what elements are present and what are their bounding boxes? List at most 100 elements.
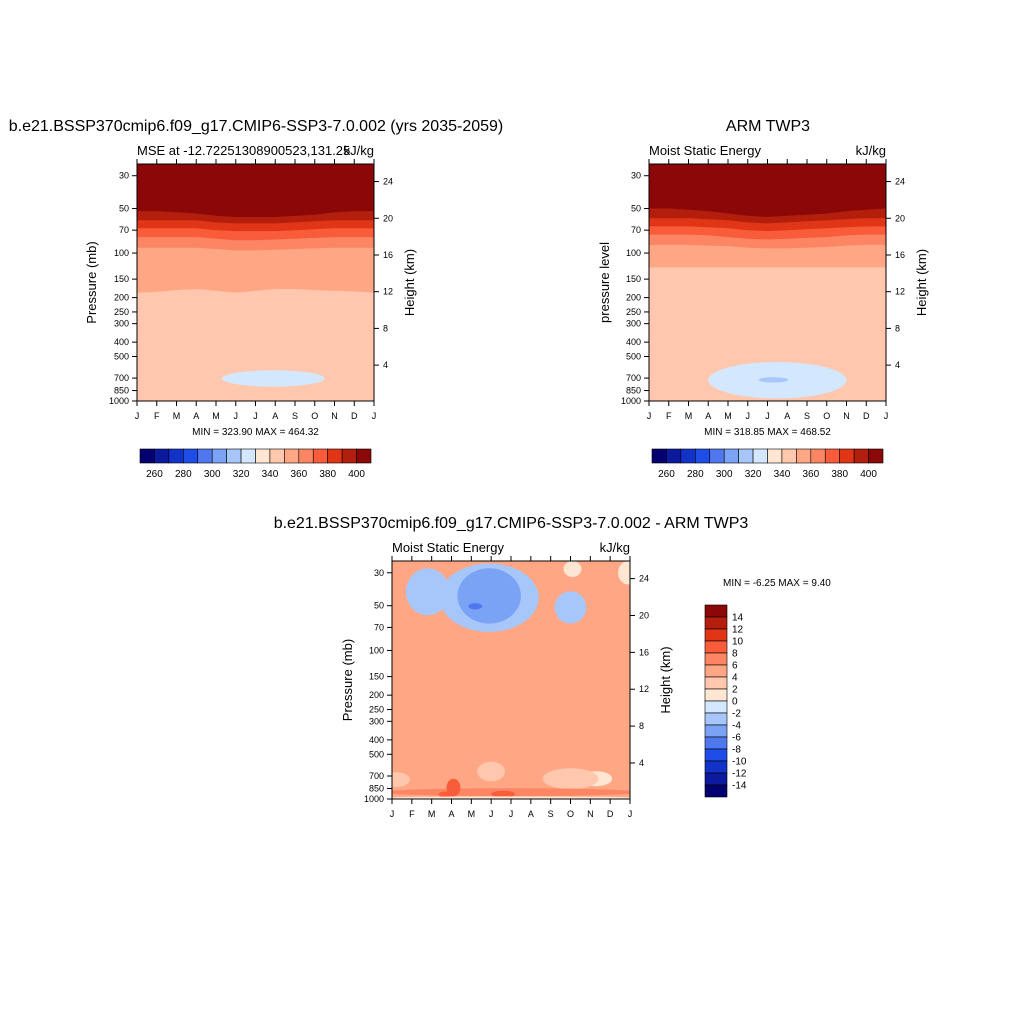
contour-region-4 — [542, 768, 599, 790]
colorbar: 260 280 300 320 340 360 380 400 — [139, 448, 372, 480]
height-tick-label: 20 — [895, 213, 905, 223]
colorbar-box — [704, 676, 728, 690]
y-tick-label: 1000 — [621, 396, 641, 406]
colorbar-box — [183, 448, 199, 464]
contour-field — [137, 164, 374, 401]
chart-subtitle: MSE at -12.72251308900523,131.25 — [137, 143, 350, 158]
height-tick-label: 24 — [895, 177, 905, 187]
colorbar-box — [269, 448, 285, 464]
x-tick-label: J — [253, 411, 258, 421]
colorbar-box — [154, 448, 170, 464]
y-tick-label: 250 — [114, 307, 129, 317]
x-tick-label: J — [390, 809, 395, 819]
contour-region-4 — [477, 761, 506, 782]
contour-region-350 — [137, 388, 161, 399]
y-tick-label: 30 — [119, 171, 129, 181]
y-tick-label: 500 — [626, 351, 641, 361]
colorbar-box — [704, 712, 728, 726]
colorbar-box — [284, 448, 300, 464]
contour-region-350 — [350, 388, 374, 399]
contour-region--2 — [554, 591, 587, 624]
colorbar-box — [704, 748, 728, 762]
colorbar-box — [704, 688, 728, 702]
colorbar-tick-label: 4 — [732, 673, 738, 684]
x-tick-label: J — [884, 411, 889, 421]
contour-region-4 — [392, 772, 410, 787]
x-tick-label: A — [528, 809, 534, 819]
colorbar-box — [752, 448, 768, 464]
contour-region-2 — [618, 561, 630, 585]
colorbar-tick-label: 6 — [732, 661, 738, 672]
colorbar-tick-label: 12 — [732, 625, 744, 636]
min-max-text: MIN = -6.25 MAX = 9.40 — [723, 578, 831, 589]
y-tick-label: 1000 — [364, 794, 384, 804]
x-tick-label: D — [607, 809, 614, 819]
contour-region--2 — [405, 568, 450, 616]
chart-title: b.e21.BSSP370cmip6.f09_g17.CMIP6-SSP3-7.… — [9, 118, 504, 135]
colorbar-box — [853, 448, 869, 464]
height-tick-label: 24 — [639, 574, 649, 584]
contour-band-410 — [137, 164, 374, 217]
colorbar-tick-label: 0 — [732, 697, 738, 708]
y-tick-label: 300 — [369, 716, 384, 726]
x-tick-label: M — [428, 809, 436, 819]
colorbar-box — [312, 448, 328, 464]
y-tick-label: 150 — [369, 672, 384, 682]
x-tick-label: A — [193, 411, 199, 421]
colorbar-box — [704, 760, 728, 774]
chart-title: b.e21.BSSP370cmip6.f09_g17.CMIP6-SSP3-7.… — [274, 515, 749, 532]
y-tick-label: 500 — [369, 749, 384, 759]
y-tick-label: 50 — [631, 204, 641, 214]
y-tick-label: 200 — [626, 293, 641, 303]
x-tick-label: N — [843, 411, 850, 421]
colorbar-box — [704, 628, 728, 642]
chart-panel-1: J F M A M J J A S O N D J 30 50 70 100 150 200 250 300 400 500… — [9, 118, 504, 480]
colorbar-tick-label: 14 — [732, 613, 744, 624]
colorbar-box — [226, 448, 242, 464]
colorbar-tick-label: 280 — [687, 469, 704, 480]
x-tick-label: A — [448, 809, 454, 819]
y-tick-label: 50 — [119, 204, 129, 214]
y-tick-label: 400 — [114, 337, 129, 347]
chart-panel-2: J F M A M J J A S O N D J 30 50 70 100 150 200 250 300 400 500… — [597, 118, 929, 480]
colorbar-box — [738, 448, 754, 464]
colorbar-box — [695, 448, 711, 464]
x-tick-label: A — [705, 411, 711, 421]
x-tick-label: O — [567, 809, 574, 819]
chart-units: kJ/kg — [600, 540, 630, 555]
y-tick-label: 30 — [374, 568, 384, 578]
colorbar-tick-label: 360 — [802, 469, 819, 480]
colorbar-tick-label: 300 — [716, 469, 733, 480]
x-tick-label: J — [135, 411, 140, 421]
colorbar-tick-label: 340 — [774, 469, 791, 480]
height-tick-label: 8 — [639, 721, 644, 731]
x-tick-label: N — [587, 809, 594, 819]
y-tick-label: 250 — [626, 307, 641, 317]
height-tick-label: 24 — [383, 177, 393, 187]
colorbar-box — [781, 448, 797, 464]
colorbar-tick-label: -2 — [732, 709, 741, 720]
colorbar-box — [704, 616, 728, 630]
min-max-text: MIN = 318.85 MAX = 468.52 — [704, 427, 831, 438]
colorbar-box — [168, 448, 184, 464]
contour-region-2 — [392, 796, 630, 799]
contour-field — [649, 164, 886, 401]
colorbar-tick-label: 380 — [319, 469, 336, 480]
colorbar-box — [666, 448, 682, 464]
chart-units: kJ/kg — [344, 143, 374, 158]
contour-region-6 — [475, 667, 587, 785]
colorbar-tick-label: 400 — [860, 469, 877, 480]
y-tick-label: 700 — [626, 373, 641, 383]
colorbar-box — [255, 448, 271, 464]
height-tick-label: 4 — [639, 758, 644, 768]
y-tick-label: 400 — [369, 735, 384, 745]
contour-region-10 — [446, 778, 461, 797]
height-tick-label: 12 — [639, 684, 649, 694]
contour-region-10 — [438, 791, 453, 798]
chart-subtitle: Moist Static Energy — [649, 143, 761, 158]
contour-region-10 — [491, 790, 515, 798]
y-tick-label: 400 — [626, 337, 641, 347]
x-tick-label: M — [685, 411, 693, 421]
contour-region--6 — [468, 603, 483, 610]
